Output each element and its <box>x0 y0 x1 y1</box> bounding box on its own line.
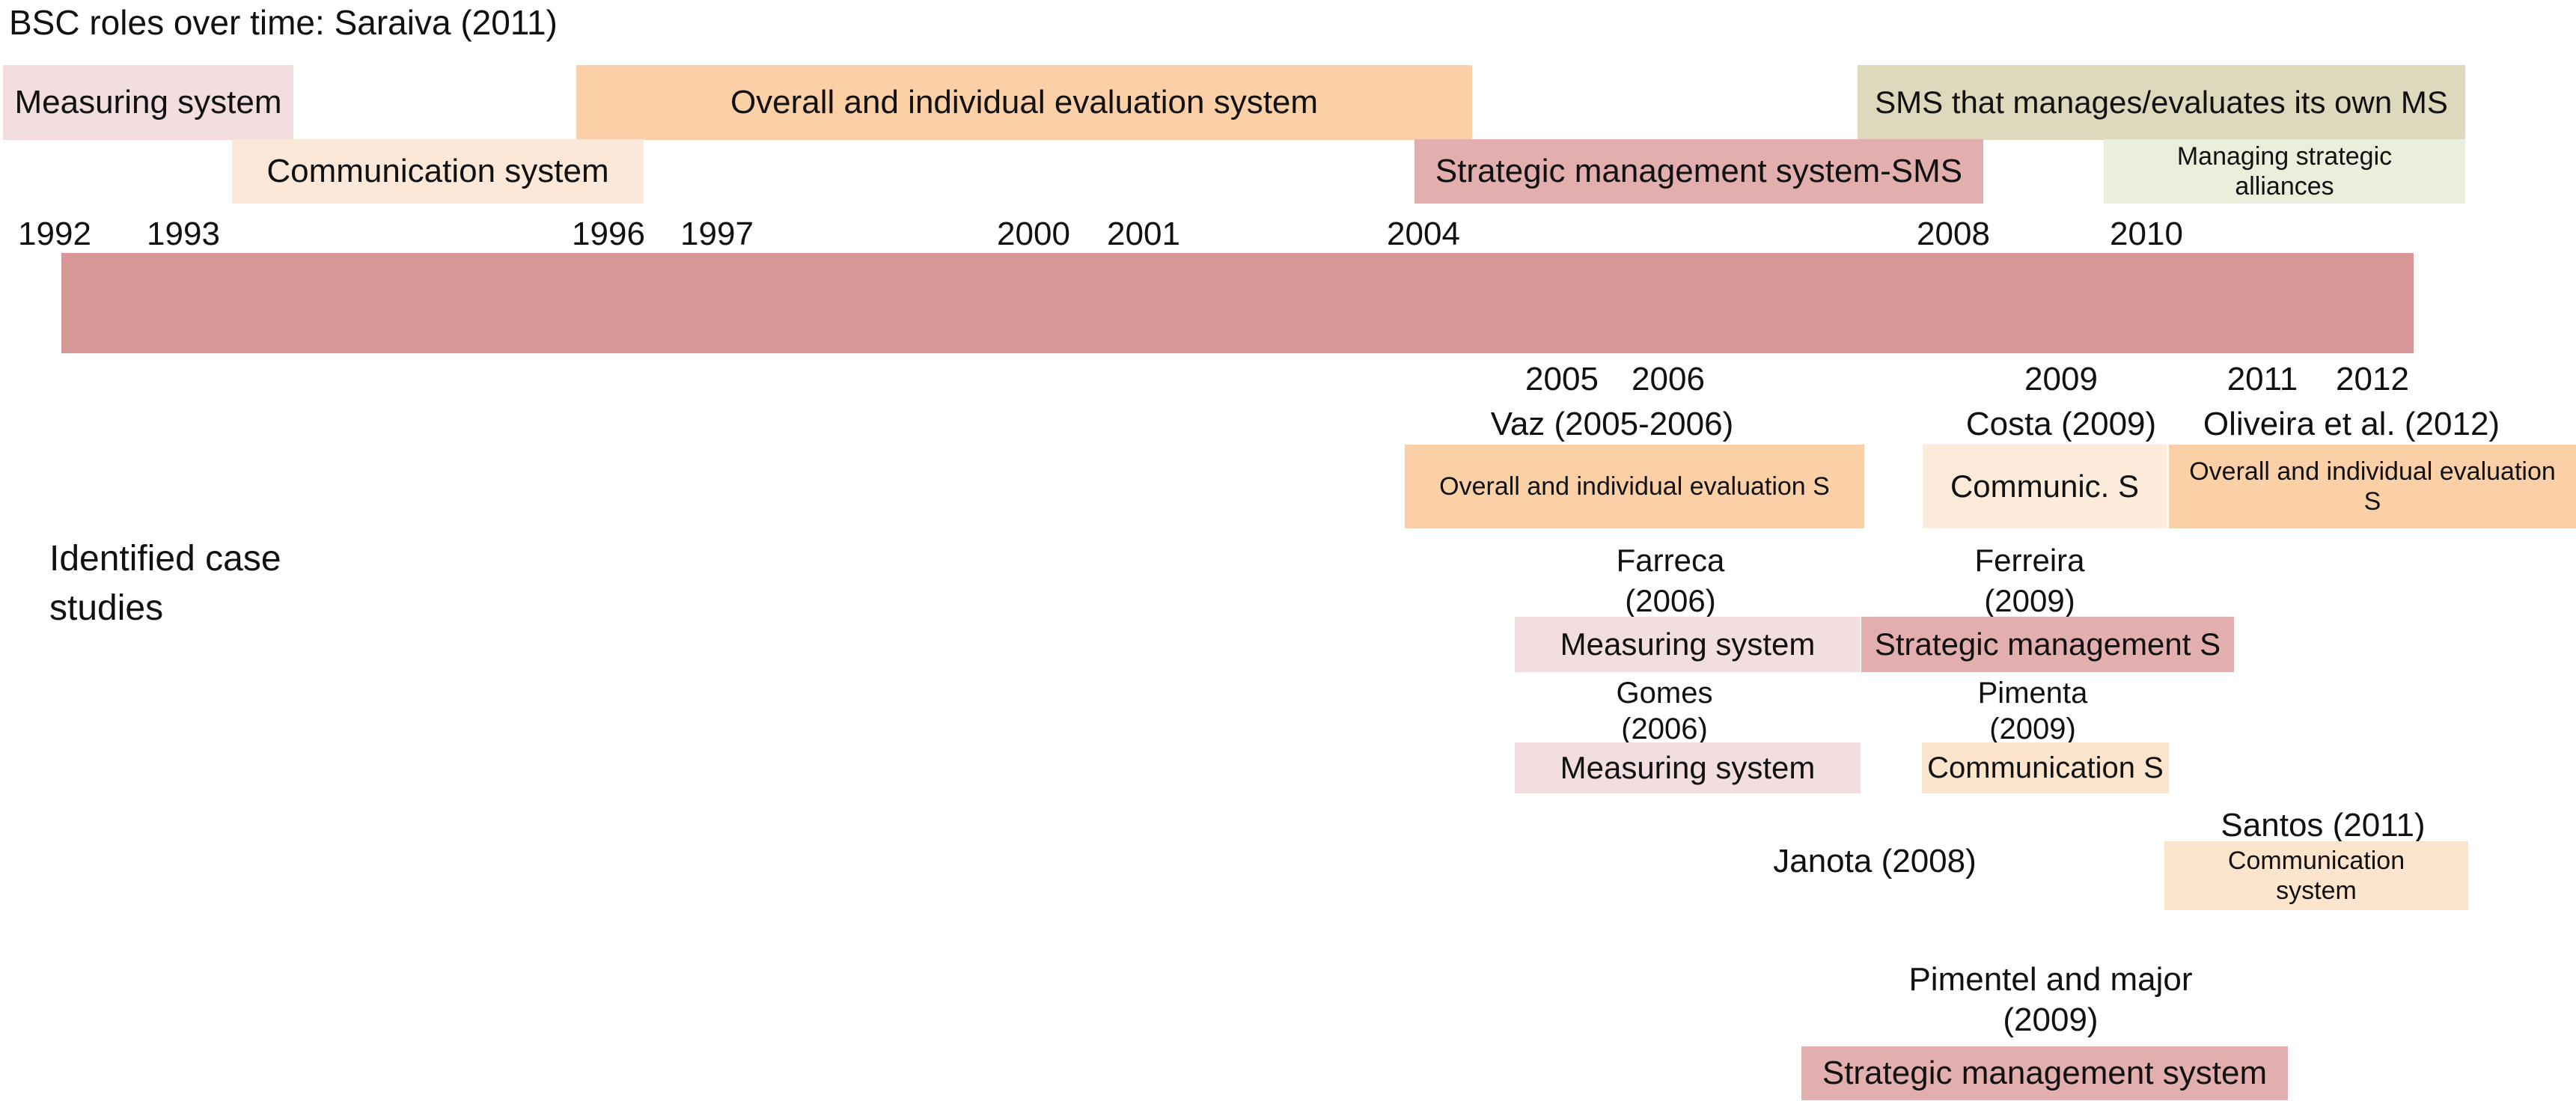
year-2008: 2008 <box>1917 216 1990 252</box>
role-bar-managing-strategic-alliances: Managing strategic alliances <box>2104 139 2465 204</box>
role-bar-strategic-management-sms-label: Strategic management system-SMS <box>1435 153 1963 189</box>
year-2012: 2012 <box>2336 361 2409 397</box>
case-study-gomes-year: (2006) <box>1621 713 1708 745</box>
case-study-farreca-year: (2006) <box>1625 583 1716 618</box>
case-bar-gomes-measuring-system: Measuring system <box>1515 742 1861 793</box>
role-bar-communication-system-label: Communication system <box>266 153 609 189</box>
case-study-pimentel-name: Pimentel and major (2009) <box>1908 961 2193 1038</box>
case-study-gomes-name: Gomes (2006) <box>1616 677 1713 745</box>
case-study-pimenta-name: Pimenta (2009) <box>1977 677 2088 745</box>
case-bar-pimenta-label: Communication S <box>1927 751 2164 784</box>
role-bar-overall-evaluation-system-label: Overall and individual evaluation system <box>730 84 1319 121</box>
case-bar-costa-communic-s: Communic. S <box>1923 445 2167 528</box>
case-bar-pimenta-communication-s: Communication S <box>1922 742 2169 793</box>
year-2011: 2011 <box>2226 361 2298 397</box>
year-1993: 1993 <box>147 216 220 252</box>
role-bar-overall-evaluation-system: Overall and individual evaluation system <box>576 65 1472 140</box>
case-bar-ferreira-strategic-management: Strategic management S <box>1861 617 2234 672</box>
role-bar-managing-strategic-alliances-label: Managing strategic alliances <box>2176 142 2393 201</box>
case-bar-vaz-overall-evaluation: Overall and individual evaluation S <box>1405 445 1864 528</box>
page-title: BSC roles over time: Saraiva (2011) <box>9 3 558 42</box>
role-bar-sms-own-ms: SMS that manages/evaluates its own MS <box>1858 65 2465 140</box>
case-bar-ferreira-label: Strategic management S <box>1874 626 2221 662</box>
case-bar-santos-label: Communication system <box>2227 847 2405 905</box>
case-bar-pimentel-label: Strategic management system <box>1822 1055 2268 1091</box>
case-study-vaz-name: Vaz (2005-2006) <box>1490 406 1734 442</box>
case-bar-vaz-label: Overall and individual evaluation S <box>1439 472 1830 501</box>
year-1996: 1996 <box>572 216 645 252</box>
year-1992: 1992 <box>18 216 91 252</box>
role-bar-measuring-system: Measuring system <box>3 65 293 140</box>
case-study-farreca-name: Farreca (2006) <box>1616 543 1725 618</box>
case-study-oliveira-name: Oliveira et al. (2012) <box>2203 406 2500 442</box>
year-2000: 2000 <box>997 216 1070 252</box>
case-bar-santos-communication-system: Communication system <box>2164 841 2468 910</box>
identified-case-studies-label: Identified case studies <box>49 539 281 628</box>
case-study-janota-name: Janota (2008) <box>1773 843 1977 879</box>
case-bar-farreca-measuring-system: Measuring system <box>1515 617 1861 672</box>
role-bar-sms-own-ms-label: SMS that manages/evaluates its own MS <box>1875 85 2448 120</box>
case-study-pimenta-year: (2009) <box>1989 713 2076 745</box>
case-study-ferreira-name: Ferreira (2009) <box>1974 543 2085 618</box>
case-study-ferreira-year: (2009) <box>1984 583 2075 618</box>
year-1997: 1997 <box>680 216 754 252</box>
year-2005: 2005 <box>1525 361 1599 397</box>
case-bar-pimentel-strategic-management-system: Strategic management system <box>1801 1046 2288 1100</box>
case-bar-oliveira-label: Overall and individual evaluation S <box>2189 457 2556 516</box>
role-bar-communication-system: Communication system <box>232 139 644 204</box>
case-bar-farreca-label: Measuring system <box>1560 626 1816 662</box>
case-bar-gomes-label: Measuring system <box>1560 750 1816 785</box>
case-bar-costa-label: Communic. S <box>1950 469 2140 504</box>
year-2001: 2001 <box>1107 216 1180 252</box>
role-bar-strategic-management-sms: Strategic management system-SMS <box>1414 139 1983 204</box>
timeline-bar <box>61 253 2414 353</box>
year-2004: 2004 <box>1387 216 1460 252</box>
case-study-pimentel-year: (2009) <box>2003 1001 2099 1038</box>
role-bar-measuring-system-label: Measuring system <box>14 84 282 121</box>
case-study-santos-name: Santos (2011) <box>2221 807 2426 844</box>
case-bar-oliveira-overall-evaluation: Overall and individual evaluation S <box>2169 445 2576 528</box>
case-study-costa-name: Costa (2009) <box>1965 406 2157 442</box>
year-2009: 2009 <box>2024 361 2098 397</box>
year-2010: 2010 <box>2110 216 2183 252</box>
year-2006: 2006 <box>1632 361 1705 397</box>
